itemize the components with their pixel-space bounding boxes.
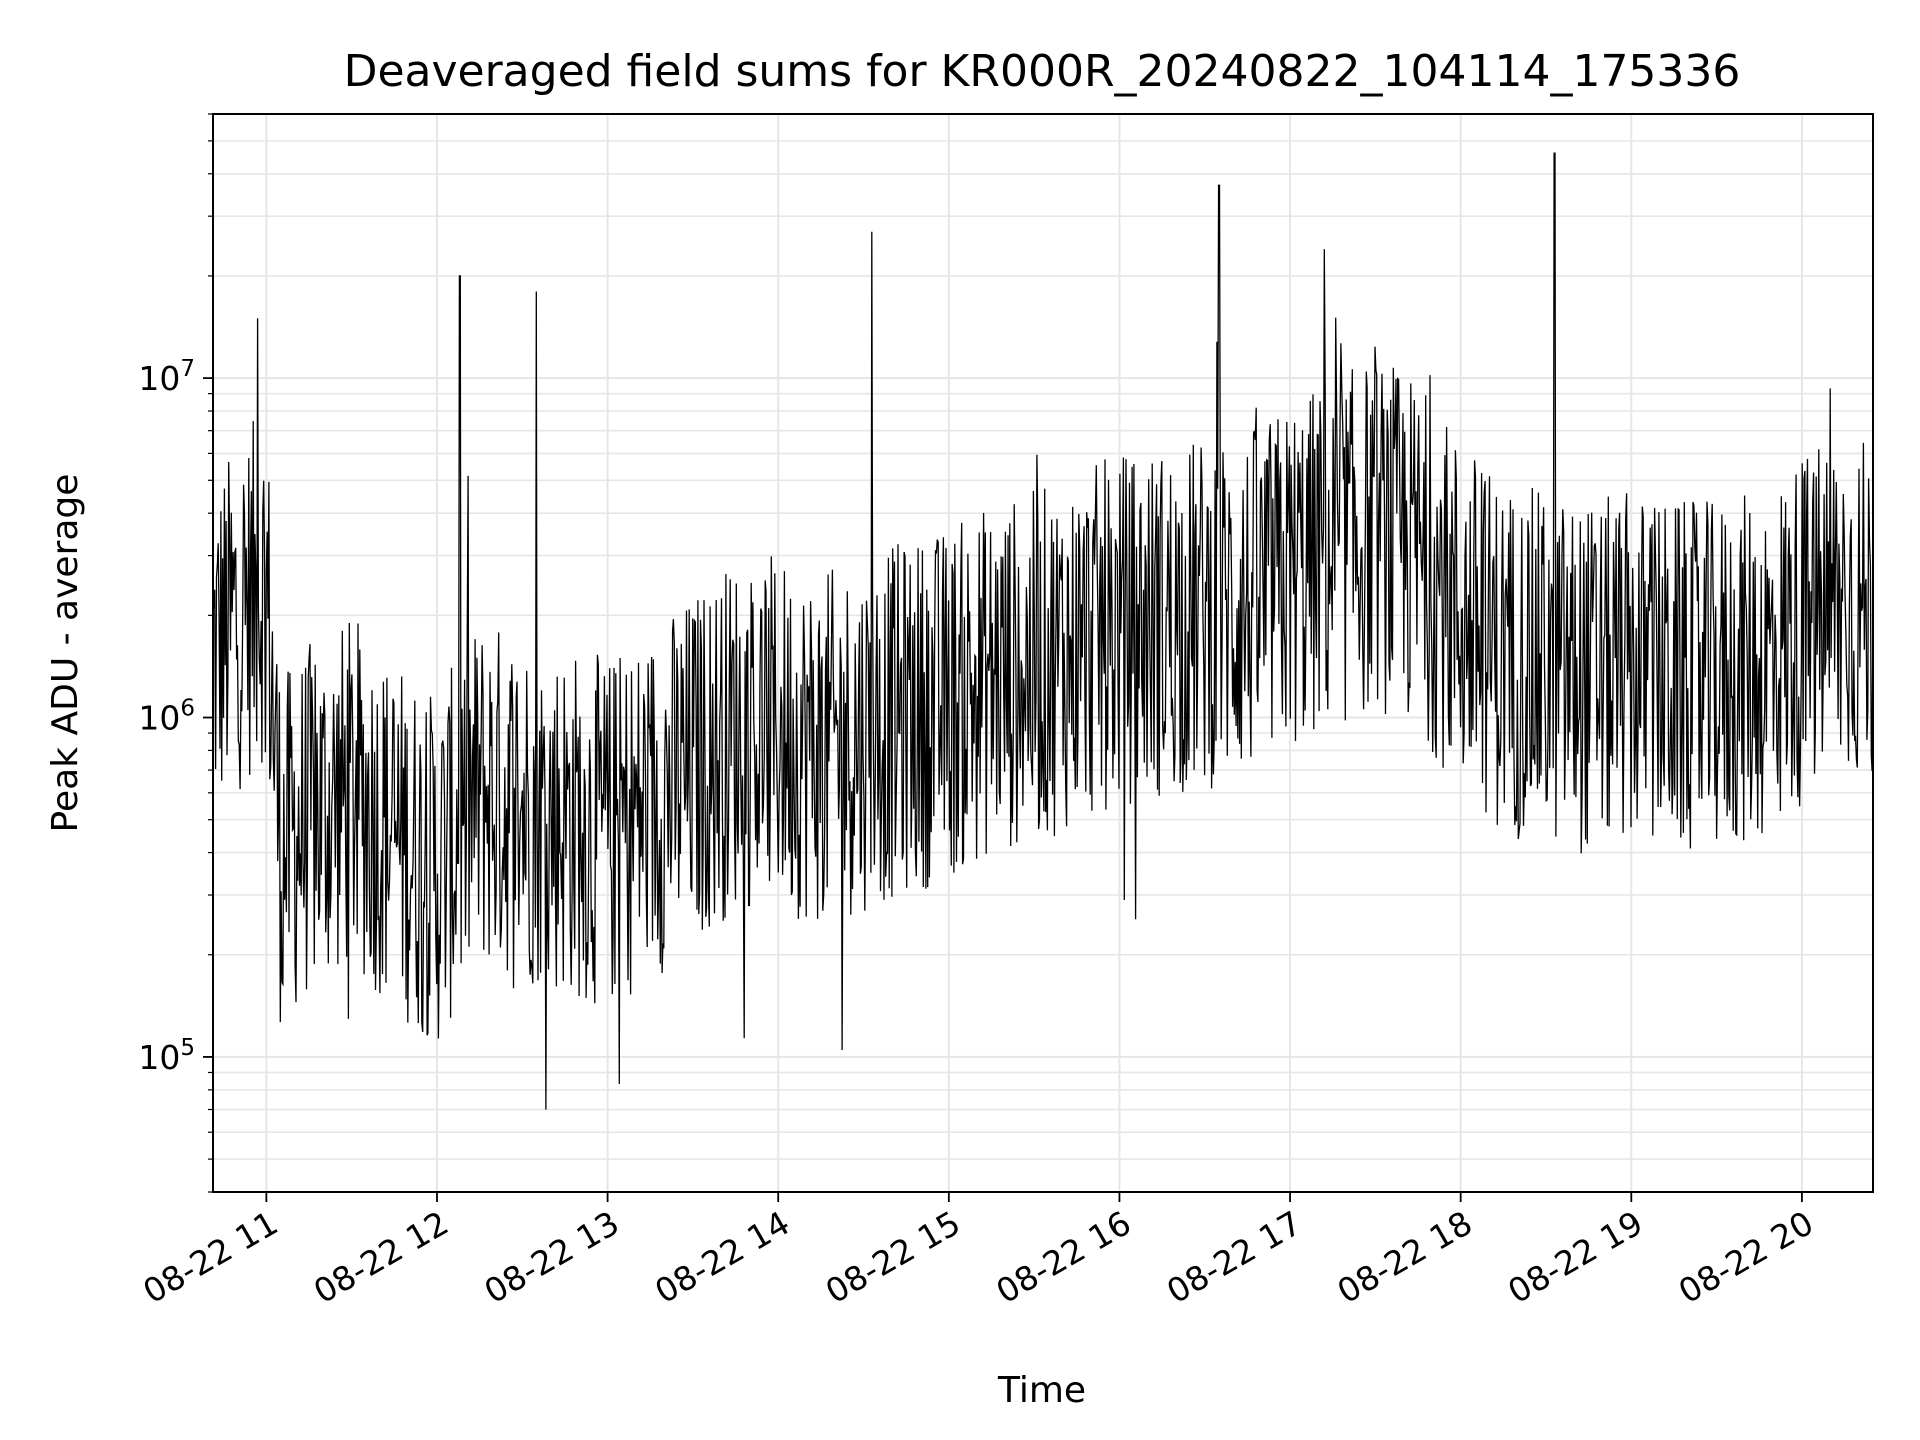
chart-title: Deaveraged field sums for KR000R_2024082… xyxy=(344,46,1741,97)
y-tick-label: 106 xyxy=(138,696,195,738)
y-tick-label: 105 xyxy=(138,1035,195,1077)
y-tick-layer: 105 106 107 xyxy=(138,113,213,1193)
y-tick-label: 107 xyxy=(138,356,195,398)
x-axis-title: Time xyxy=(997,1370,1086,1411)
plot-frame xyxy=(212,113,1874,1193)
y-axis-title: Peak ADU - average xyxy=(45,474,86,833)
series-line-layer xyxy=(212,152,1874,1110)
series-line xyxy=(212,152,1874,1110)
